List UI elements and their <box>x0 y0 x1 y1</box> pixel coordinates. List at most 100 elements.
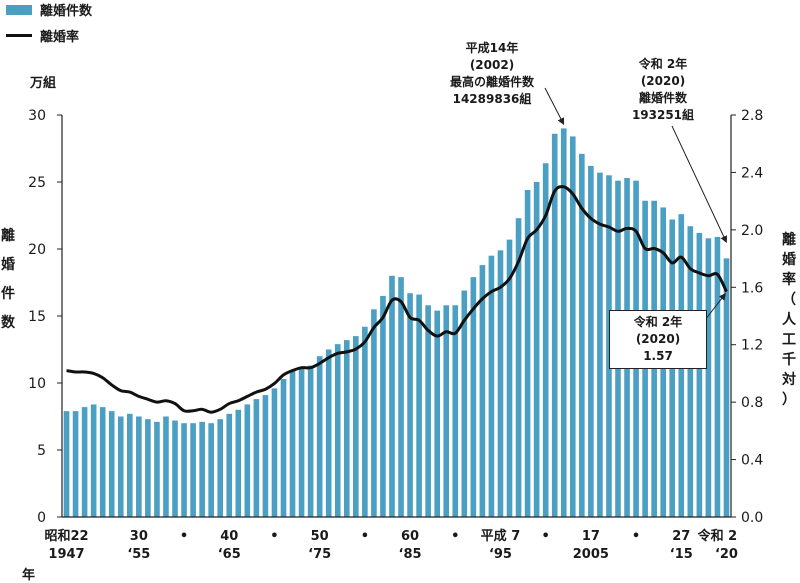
left-axis-unit: 万組 <box>30 76 57 91</box>
x-tick-label-top: 平成 7 <box>481 528 521 544</box>
right-axis-label-char: 対 <box>782 372 796 388</box>
x-tick-label-top: 50 <box>311 529 329 544</box>
bar-1976 <box>325 349 332 517</box>
bar-1957 <box>154 421 160 517</box>
legend-bar: 離婚件数 <box>6 0 92 19</box>
legend-line: 離婚率 <box>6 26 79 45</box>
bar-2007 <box>606 175 612 518</box>
bar-1956 <box>145 419 151 517</box>
bar-1978 <box>343 340 350 517</box>
bar-1967 <box>244 404 251 517</box>
bar-1995 <box>497 250 504 517</box>
bar-1948 <box>72 411 79 517</box>
x-axis-ticks: 昭和22 1947 30 ‘55 • 40 ‘65 • 50 ‘75 • 60 ‘85 • 平成 7 ‘95 •… <box>44 528 738 562</box>
x-tick-label-top: • <box>451 529 459 544</box>
latest-rate-arrow <box>704 293 726 321</box>
annotation-peak-line: (2002) <box>469 58 515 72</box>
left-axis-label-char: 件 <box>1 286 15 302</box>
x-tick-label-bottom: 2005 <box>573 547 609 562</box>
annotation-latest-rate: 令和 2年 (2020) 1.57 <box>609 310 707 369</box>
x-tick-label-top: • <box>361 529 369 544</box>
x-tick-label-top: 令和 2 <box>698 528 738 544</box>
x-tick-label-top: 昭和22 <box>44 528 88 544</box>
x-tick-label-bottom: ‘55 <box>127 547 150 562</box>
annotation-peak-line: 14289836組 <box>452 92 532 106</box>
bar-1975 <box>316 356 323 517</box>
bar-1971 <box>280 378 287 517</box>
legend-bar-swatch <box>6 4 32 15</box>
x-tick-label-top: 40 <box>220 529 238 544</box>
bar-1996 <box>506 239 513 517</box>
left-tick-label: 20 <box>28 242 46 258</box>
bar-2019 <box>714 236 721 517</box>
bar-1961 <box>190 423 196 517</box>
bar-2004 <box>579 153 585 518</box>
bar-1958 <box>163 416 169 517</box>
annotation-peak-line: 最高の離婚件数 <box>449 75 534 89</box>
bar-1955 <box>136 416 142 517</box>
right-axis-label-char: 人 <box>782 312 796 328</box>
right-axis-label-char: 工 <box>782 332 796 348</box>
bar-1970 <box>271 388 278 517</box>
bar-1991 <box>461 290 468 517</box>
x-tick-label-bottom: ‘85 <box>399 547 422 562</box>
right-axis-label: 離 婚 率 （ 人 工 千 対 ） <box>780 230 798 410</box>
left-tick-label: 25 <box>28 175 46 191</box>
divorce-rate-line <box>66 185 728 414</box>
left-axis-label: 離 婚 件 数 <box>0 222 16 338</box>
bar-1965 <box>226 413 233 517</box>
right-tick-label: 1.6 <box>741 280 763 296</box>
bar-1963 <box>208 423 214 517</box>
right-tick-label: 2.8 <box>741 108 763 124</box>
bar-2001 <box>551 133 558 517</box>
bar-1992 <box>470 277 477 517</box>
right-axis-ticks: 0.0 0.4 0.8 1.2 1.6 2.0 2.4 2.8 <box>731 108 763 526</box>
axes <box>61 115 732 518</box>
left-tick-label: 30 <box>28 108 46 124</box>
legend-line-swatch <box>6 34 32 37</box>
right-tick-label: 2.0 <box>741 223 763 239</box>
bar-1968 <box>253 399 260 517</box>
right-tick-label: 0.0 <box>741 510 763 526</box>
bar-1951 <box>99 407 106 517</box>
annotation-latest-count-line: (2020) <box>640 74 686 88</box>
annotation-arrows <box>544 87 727 321</box>
bar-1984 <box>398 277 404 517</box>
bar-1947 <box>63 411 70 517</box>
bar-2017 <box>696 232 703 518</box>
right-tick-label: 1.2 <box>741 338 763 354</box>
legend-line-label: 離婚率 <box>40 30 80 45</box>
bar-1953 <box>117 416 124 517</box>
bar-1974 <box>307 365 314 517</box>
right-axis-label-char: 千 <box>782 352 796 368</box>
bar-2020 <box>723 258 730 517</box>
right-tick-label: 2.4 <box>741 165 763 181</box>
bar-2000 <box>542 163 549 518</box>
bar-1959 <box>172 420 178 517</box>
x-tick-label-top: 60 <box>401 529 419 544</box>
annotation-latest-rate-line: 1.57 <box>643 349 673 363</box>
bar-1999 <box>533 182 540 517</box>
annotation-peak: 平成14年 (2002) 最高の離婚件数 14289836組 <box>432 40 552 108</box>
x-tick-label-top: • <box>542 529 550 544</box>
bar-1949 <box>81 407 88 517</box>
bar-1966 <box>235 409 242 517</box>
x-tick-label-bottom: ‘15 <box>670 547 693 562</box>
legend-bar-label: 離婚件数 <box>40 4 93 19</box>
bar-1987 <box>425 305 431 517</box>
annotation-latest-count-line: 193251組 <box>631 108 695 122</box>
left-tick-label: 0 <box>37 510 46 526</box>
x-tick-label-top: • <box>270 529 278 544</box>
bar-1990 <box>452 305 459 517</box>
bar-1988 <box>434 310 440 517</box>
x-tick-label-bottom: 1947 <box>48 547 84 562</box>
left-axis-label-char: 婚 <box>1 257 15 273</box>
bar-1986 <box>416 294 422 517</box>
left-axis-label-char: 数 <box>1 315 15 331</box>
bar-2006 <box>597 172 603 517</box>
x-tick-label-bottom: ‘20 <box>715 547 738 562</box>
x-tick-label-top: 30 <box>130 529 148 544</box>
bar-2002 <box>560 128 567 517</box>
right-axis-label-char: 離 <box>782 232 796 248</box>
annotation-latest-count-line: 離婚件数 <box>638 91 687 105</box>
